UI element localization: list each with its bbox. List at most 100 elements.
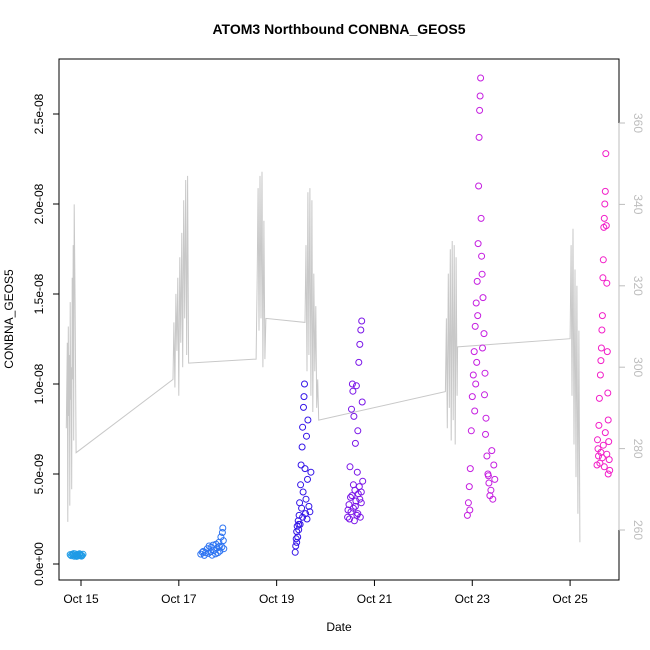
data-point: [298, 504, 306, 512]
data-point: [348, 405, 355, 413]
data-point: [214, 549, 222, 557]
right-y-tick-label: 320: [631, 276, 645, 296]
data-point: [358, 317, 366, 325]
data-point: [471, 407, 479, 415]
data-point: [469, 371, 477, 379]
x-axis: Oct 15 Oct 17 Oct 19 Oct 21 Oct 23 Oct 25: [63, 579, 588, 606]
right-axis-trace: [65, 171, 581, 543]
data-point: [293, 538, 301, 546]
data-point: [481, 369, 489, 377]
data-point: [484, 472, 492, 480]
right-y-tick-label: 360: [631, 113, 645, 133]
data-point: [299, 488, 307, 496]
data-point: [466, 506, 474, 514]
data-point: [598, 312, 606, 320]
data-point: [601, 429, 609, 437]
data-point: [476, 106, 484, 114]
data-point: [603, 450, 611, 458]
data-point: [79, 550, 87, 558]
data-point: [602, 222, 610, 230]
data-point: [292, 535, 300, 543]
data-point: [348, 492, 356, 500]
data-point: [471, 322, 479, 330]
data-point: [466, 465, 474, 473]
data-point: [219, 524, 227, 532]
data-point: [355, 358, 363, 366]
data-point: [349, 481, 357, 489]
data-point: [473, 358, 481, 366]
data-point: [595, 452, 602, 460]
data-point: [488, 447, 496, 455]
data-point: [491, 475, 499, 483]
data-point: [598, 454, 606, 462]
data-point: [300, 393, 308, 401]
data-point: [219, 537, 227, 545]
data-point: [207, 543, 215, 551]
data-point: [304, 416, 312, 424]
data-point: [297, 481, 305, 489]
x-tick-label: Oct 19: [259, 592, 295, 606]
data-point: [603, 348, 611, 356]
data-point: [347, 493, 354, 501]
data-point: [306, 508, 314, 516]
data-point: [357, 499, 365, 507]
data-point: [487, 486, 495, 494]
right-y-tick-label: 340: [631, 194, 645, 214]
right-y-axis: 260 280 300 320 340 360: [618, 113, 645, 540]
y-axis-label: CONBNA_GEOS5: [2, 269, 16, 369]
data-point: [598, 326, 606, 334]
data-point: [597, 357, 605, 365]
data-point: [602, 150, 610, 158]
data-point: [482, 430, 489, 438]
data-point: [295, 511, 303, 519]
data-point: [354, 510, 362, 518]
data-point: [475, 133, 483, 141]
data-point: [346, 515, 353, 523]
y-axis: 0.0e+00 5.0e-09 1.0e-08 1.5e-08 2.0e-08 2.5e-…: [32, 93, 60, 586]
data-point: [299, 513, 307, 521]
data-point: [344, 506, 352, 514]
data-point: [464, 499, 472, 507]
data-point: [465, 483, 473, 491]
data-point: [218, 529, 226, 536]
data-point: [351, 439, 359, 447]
data-point: [198, 548, 206, 556]
data-point: [78, 552, 85, 560]
data-point: [352, 382, 360, 390]
data-point: [594, 436, 601, 444]
data-point: [596, 371, 604, 379]
y-tick-label: 1.5e-08: [32, 273, 46, 314]
data-point: [603, 279, 611, 287]
data-point: [474, 312, 482, 320]
data-point: [302, 495, 310, 503]
data-point: [601, 200, 609, 208]
data-point: [349, 387, 357, 395]
data-point: [604, 470, 612, 478]
data-point: [490, 461, 498, 469]
data-point: [301, 465, 309, 473]
data-point: [472, 380, 480, 388]
data-point: [353, 468, 361, 476]
data-point: [475, 182, 483, 190]
data-point: [600, 463, 608, 471]
data-point: [481, 391, 488, 399]
data-point: [468, 393, 476, 401]
data-point: [479, 294, 487, 302]
data-point: [303, 515, 311, 523]
data-point: [356, 495, 364, 503]
data-point: [208, 551, 216, 559]
data-point: [601, 187, 609, 195]
x-tick-label: Oct 21: [357, 592, 393, 606]
data-point: [477, 74, 485, 82]
data-point: [478, 252, 486, 260]
data-point: [351, 502, 359, 510]
data-point: [304, 475, 311, 483]
data-point: [470, 348, 478, 356]
data-point: [478, 270, 486, 278]
data-point: [350, 412, 358, 420]
data-point: [295, 520, 303, 528]
data-point: [476, 92, 484, 100]
data-point: [359, 477, 367, 485]
y-tick-label: 2.0e-08: [32, 183, 46, 224]
